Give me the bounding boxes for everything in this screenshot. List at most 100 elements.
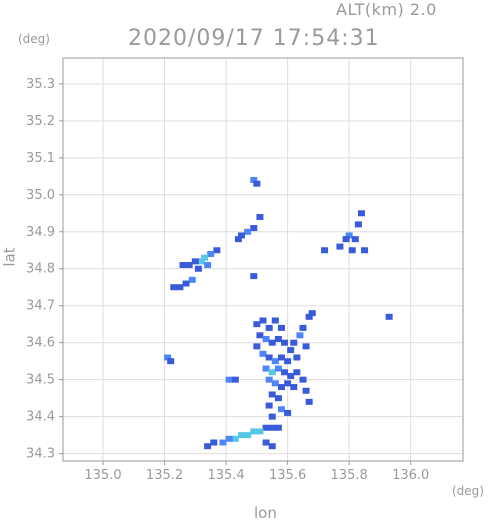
x-tick-label: 135.0: [84, 468, 121, 483]
echo-cell: [204, 443, 212, 450]
x-axis-title: lon: [254, 504, 277, 522]
echo-cell: [268, 424, 276, 431]
echo-cell: [237, 432, 245, 439]
echo-cell: [361, 247, 369, 254]
y-axis-ticks: 34.3 34.4 34.5 34.6 34.7 34.8 34.9 35.0 35.1 35.2…: [26, 77, 63, 462]
echo-cell: [342, 236, 350, 243]
echo-cells: [164, 177, 393, 450]
echo-cell: [250, 177, 258, 184]
y-tick-label: 34.3: [26, 447, 55, 462]
echo-cell: [265, 324, 273, 331]
echo-cell: [191, 258, 199, 265]
x-tick-label: 135.6: [269, 468, 306, 483]
echo-cell: [164, 354, 172, 361]
echo-cell: [274, 424, 282, 431]
x-axis-ticks: 135.0 135.2 135.4 135.6 135.8 136.0: [84, 461, 429, 483]
echo-cell: [176, 284, 184, 291]
y-tick-label: 34.8: [26, 262, 55, 277]
echo-cell: [345, 232, 353, 239]
echo-cell: [244, 432, 252, 439]
echo-cell: [210, 439, 218, 446]
echo-cell: [321, 247, 329, 254]
echo-cell: [348, 247, 356, 254]
echo-cell: [219, 439, 227, 446]
x-unit-label: (deg): [452, 484, 484, 498]
echo-cell: [259, 317, 267, 324]
echo-cell: [201, 254, 209, 261]
echo-cell: [262, 365, 270, 372]
echo-cell: [277, 324, 285, 331]
echo-cell: [354, 221, 362, 228]
echo-cell: [194, 265, 202, 272]
echo-cell: [262, 335, 270, 342]
echo-cell: [268, 339, 276, 346]
echo-cell: [271, 380, 279, 387]
echo-cell: [250, 428, 258, 435]
echo-cell: [265, 376, 273, 383]
y-tick-label: 34.6: [26, 336, 55, 351]
x-tick-label: 136.0: [392, 468, 429, 483]
x-tick-label: 135.2: [146, 468, 183, 483]
echo-cell: [284, 409, 292, 416]
echo-cell: [308, 310, 316, 317]
echo-cell: [262, 424, 270, 431]
echo-cell: [281, 369, 289, 376]
echo-cell: [271, 317, 279, 324]
echo-cell: [225, 376, 233, 383]
echo-cell: [271, 358, 279, 365]
echo-cell: [182, 280, 190, 287]
echo-cell: [274, 365, 282, 372]
echo-cell: [265, 354, 273, 361]
echo-cell: [293, 354, 301, 361]
echo-cell: [284, 358, 292, 365]
echo-cell: [262, 439, 270, 446]
echo-cell: [336, 243, 344, 250]
echo-cell: [268, 369, 276, 376]
echo-cell: [305, 313, 313, 320]
echo-cell: [287, 347, 295, 354]
y-tick-label: 35.1: [26, 151, 55, 166]
echo-cell: [253, 180, 261, 187]
echo-cell: [302, 343, 310, 350]
plot-frame: [62, 57, 464, 462]
echo-cell: [281, 339, 289, 346]
echo-cell: [274, 335, 282, 342]
echo-cell: [213, 247, 221, 254]
echo-cell: [188, 276, 196, 283]
echo-cell: [253, 343, 261, 350]
echo-cell: [237, 232, 245, 239]
echo-cell: [207, 250, 215, 257]
echo-cell: [290, 339, 298, 346]
y-tick-label: 35.2: [26, 114, 55, 129]
echo-cell: [385, 313, 393, 320]
echo-cell: [302, 387, 310, 394]
echo-cell: [179, 262, 187, 269]
echo-cell: [250, 225, 258, 232]
grid-lines: [63, 58, 463, 461]
echo-cell: [284, 380, 292, 387]
echo-cell: [299, 376, 307, 383]
y-tick-label: 34.4: [26, 410, 55, 425]
echo-cell: [231, 376, 239, 383]
echo-cell: [256, 428, 264, 435]
echo-cell: [250, 273, 258, 280]
y-tick-label: 35.0: [26, 188, 55, 203]
echo-cell: [204, 262, 212, 269]
y-tick-label: 34.7: [26, 299, 55, 314]
echo-cell: [197, 258, 205, 265]
echo-cell: [231, 435, 239, 442]
altitude-label: ALT(km) 2.0: [336, 0, 437, 19]
y-tick-label: 34.5: [26, 373, 55, 388]
x-tick-label: 135.8: [331, 468, 368, 483]
echo-cell: [244, 228, 252, 235]
echo-cell: [299, 324, 307, 331]
echo-cell: [225, 435, 233, 442]
echo-cell: [253, 321, 261, 328]
echo-cell: [277, 406, 285, 413]
echo-cell: [170, 284, 178, 291]
echo-cell: [185, 262, 193, 269]
echo-cell: [268, 391, 276, 398]
timestamp-title: 2020/09/17 17:54:31: [128, 26, 380, 51]
echo-cell: [357, 210, 365, 217]
